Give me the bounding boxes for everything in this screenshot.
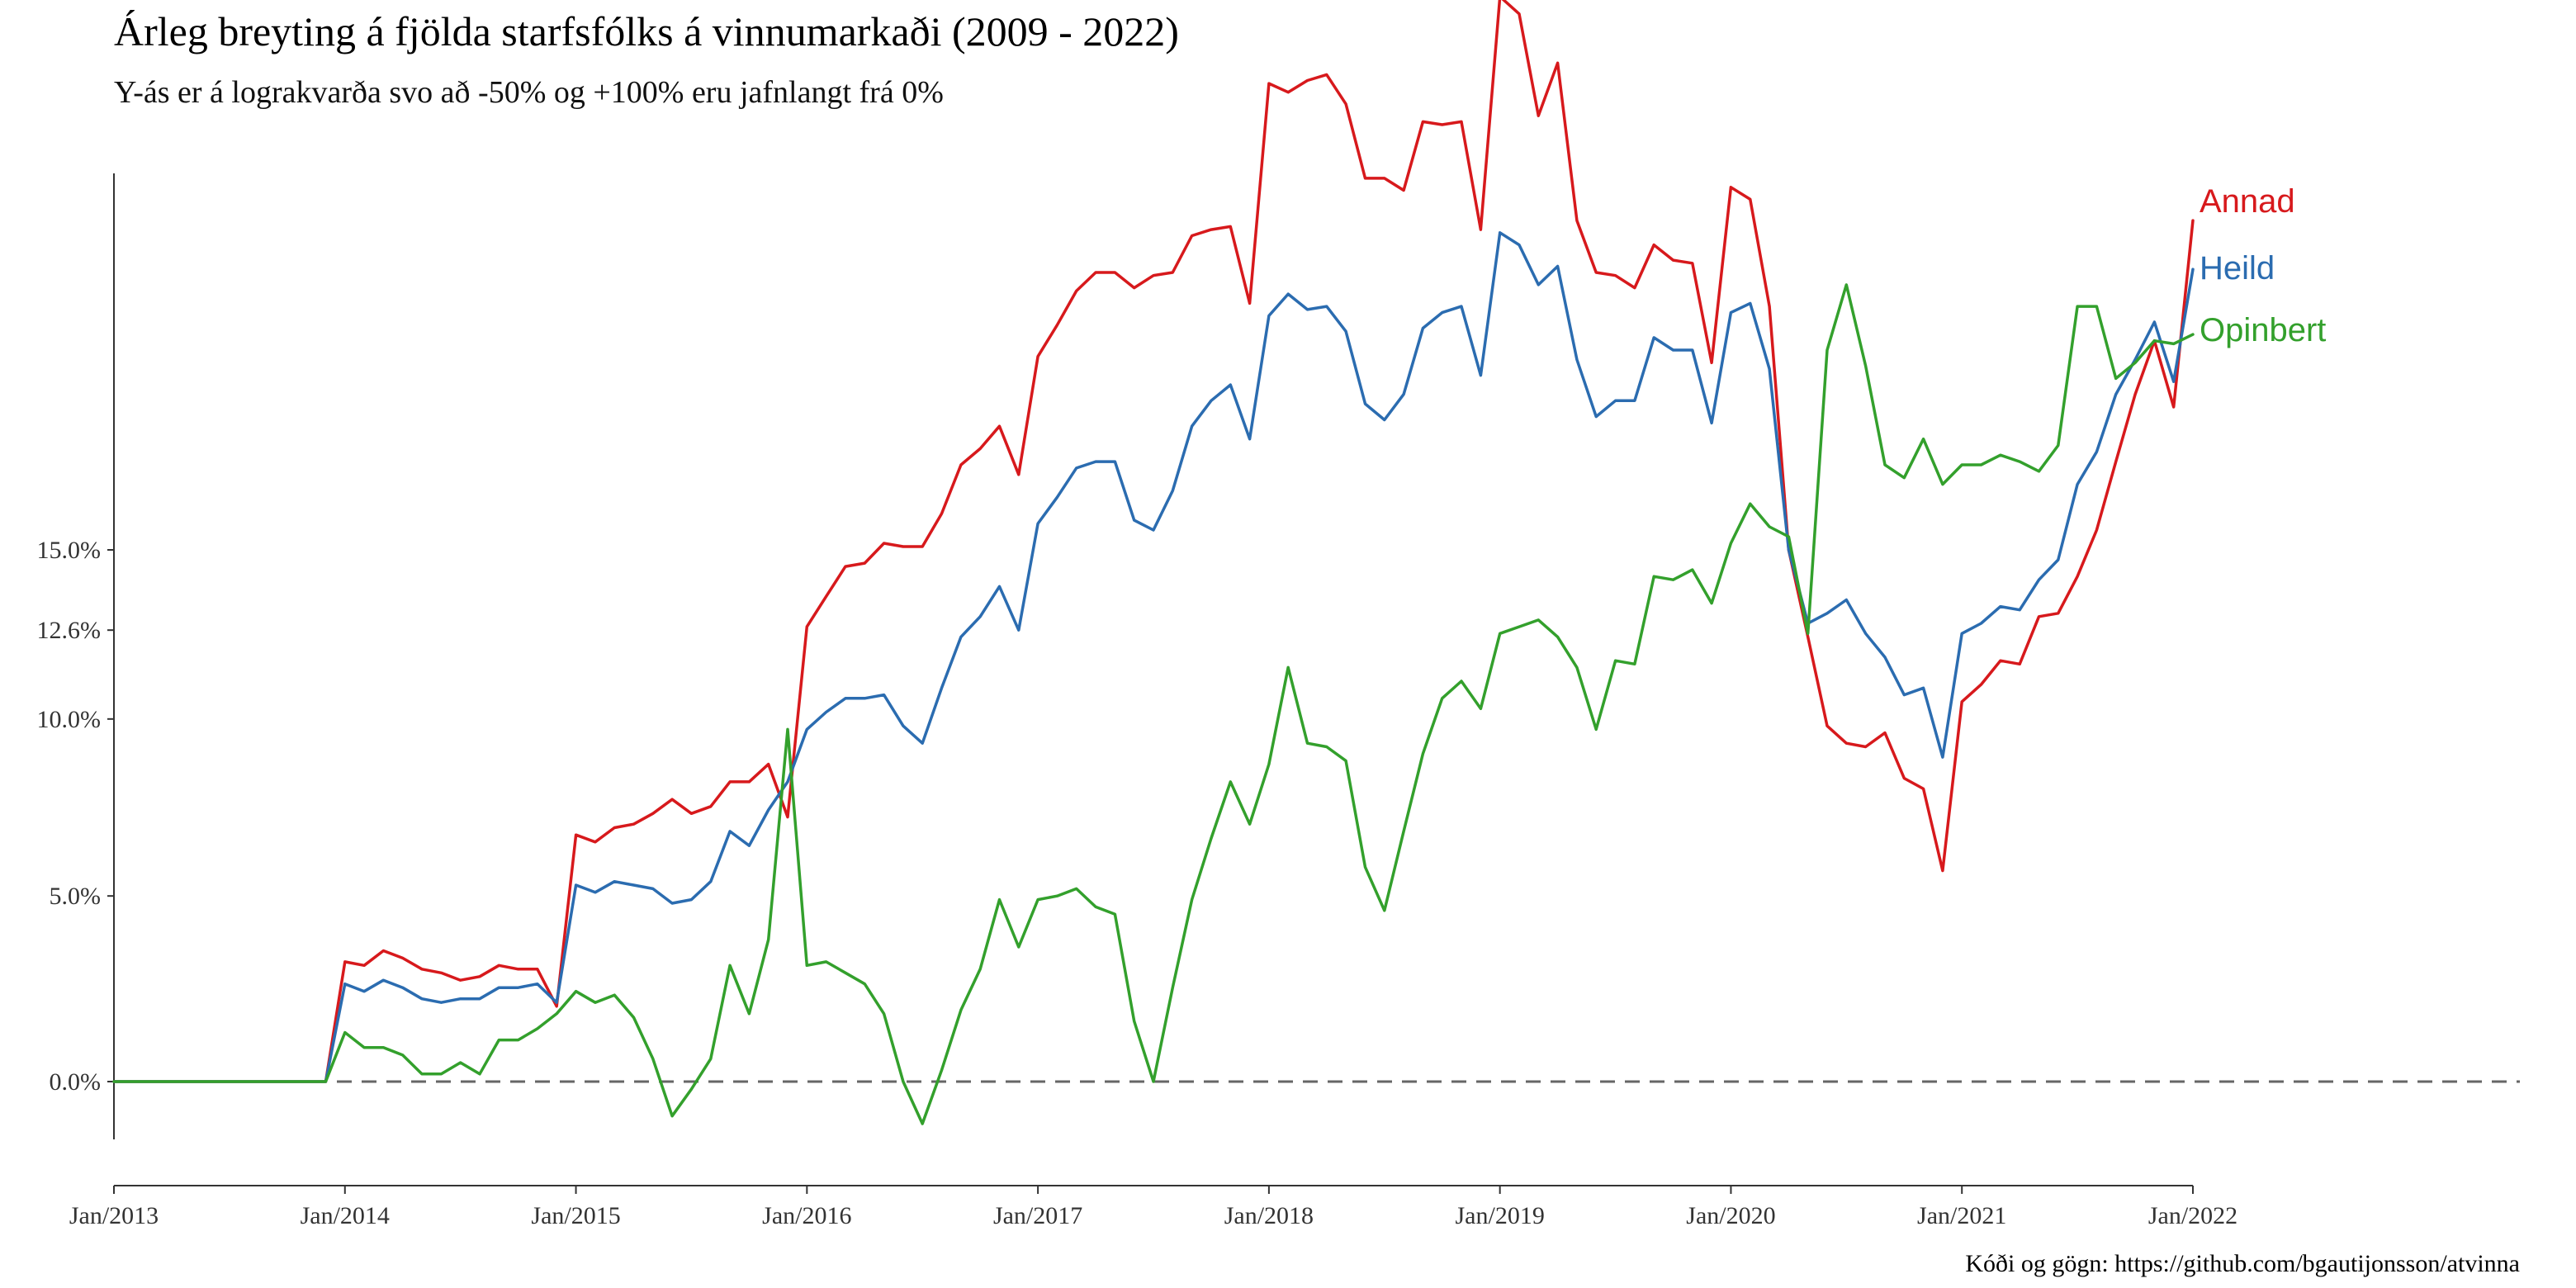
- x-tick-label: Jan/2016: [762, 1202, 851, 1229]
- y-tick-label: 5.0%: [50, 883, 102, 910]
- plot-area: 0.0% 5.0% 10.0% 12.6% 15.0% Jan/2013 Jan/2014 J…: [37, 0, 2520, 1229]
- series-label-heild: Heild: [2200, 250, 2275, 286]
- x-tick-label: Jan/2020: [1686, 1202, 1775, 1229]
- chart-caption: Kóði og gögn: https://github.com/bgautij…: [1965, 1250, 2520, 1277]
- y-tick-label: 12.6%: [37, 617, 102, 644]
- x-tick-label: Jan/2021: [1917, 1202, 2006, 1229]
- chart-title: Árleg breyting á fjölda starfsfólks á vi…: [114, 8, 1179, 54]
- series-line-opinbert: [112, 283, 2195, 1125]
- y-tick-label: 15.0%: [37, 537, 102, 564]
- chart-subtitle: Y-ás er á lograkvarða svo að -50% og +10…: [114, 75, 944, 110]
- series-label-annad: Annad: [2200, 183, 2295, 220]
- x-tick-label: Jan/2019: [1456, 1202, 1545, 1229]
- y-tick-label: 10.0%: [37, 706, 102, 733]
- series-line-annad: [112, 0, 2195, 1083]
- x-tick-label: Jan/2017: [993, 1202, 1082, 1229]
- series-line-heild: [112, 231, 2195, 1083]
- x-tick-label: Jan/2014: [301, 1202, 390, 1229]
- series-label-opinbert: Opinbert: [2200, 312, 2326, 348]
- x-tick-label: Jan/2018: [1224, 1202, 1314, 1229]
- x-tick-label: Jan/2015: [531, 1202, 620, 1229]
- y-tick-label: 0.0%: [50, 1068, 102, 1096]
- x-tick-label: Jan/2022: [2148, 1202, 2237, 1229]
- x-tick-label: Jan/2013: [69, 1202, 159, 1229]
